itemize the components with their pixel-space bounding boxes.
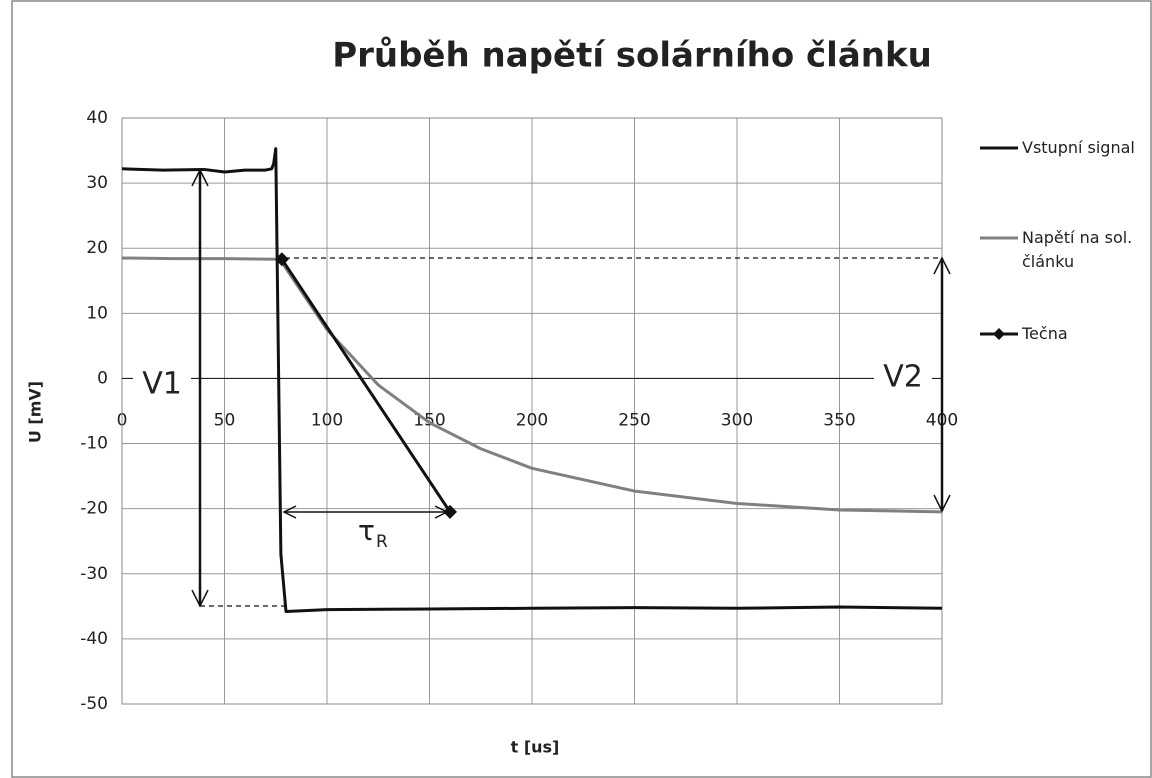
arrowhead (191, 589, 209, 608)
y-tick-label: -10 (80, 434, 108, 454)
legend-label: Napětí na sol. článku (1022, 228, 1133, 271)
x-tick-label: 200 (516, 410, 548, 430)
x-tick-label: 300 (721, 410, 753, 430)
y-tick-label: -20 (80, 499, 108, 519)
y-tick-label: 0 (97, 368, 108, 388)
y-axis-label: U [mV] (26, 381, 45, 443)
y-tick-label: 10 (86, 303, 108, 323)
tangent-label-sub: R (376, 532, 388, 552)
arrowhead (933, 494, 951, 513)
label-bg (874, 360, 932, 394)
y-tick-label: -30 (80, 564, 108, 584)
arrowhead (191, 168, 209, 187)
series-line (121, 256, 943, 514)
annotation-arrows (191, 168, 951, 608)
legend-label: Tečna (1022, 324, 1068, 343)
x-tick-label: 100 (311, 410, 343, 430)
y-tick-label: -40 (80, 629, 108, 649)
legend-label: Vstupní signal (1022, 138, 1135, 157)
tangent-label: τ (358, 514, 375, 547)
x-tick-label: 50 (214, 410, 236, 430)
label-bg (133, 366, 191, 400)
y-tick-label: 20 (86, 238, 108, 258)
series-line (280, 258, 452, 513)
y-tick-label: -50 (80, 694, 108, 714)
chart-frame (11, 0, 1152, 778)
chart-title: Průběh napětí solárního článku (332, 36, 932, 76)
point-marker (274, 252, 289, 267)
annotation: V2 (883, 360, 923, 395)
legend-marker (993, 328, 1005, 340)
x-tick-label: 350 (823, 410, 855, 430)
y-tick-label: 40 (86, 108, 108, 128)
x-tick-label: 250 (618, 410, 650, 430)
y-tick-label: 30 (86, 173, 108, 193)
point-marker (443, 504, 457, 519)
series-line (121, 147, 943, 614)
arrowhead (434, 505, 449, 519)
annotation: V1 (142, 367, 182, 402)
x-axis-label: t [us] (511, 738, 560, 757)
arrowhead (282, 505, 297, 519)
arrowhead (933, 256, 951, 275)
